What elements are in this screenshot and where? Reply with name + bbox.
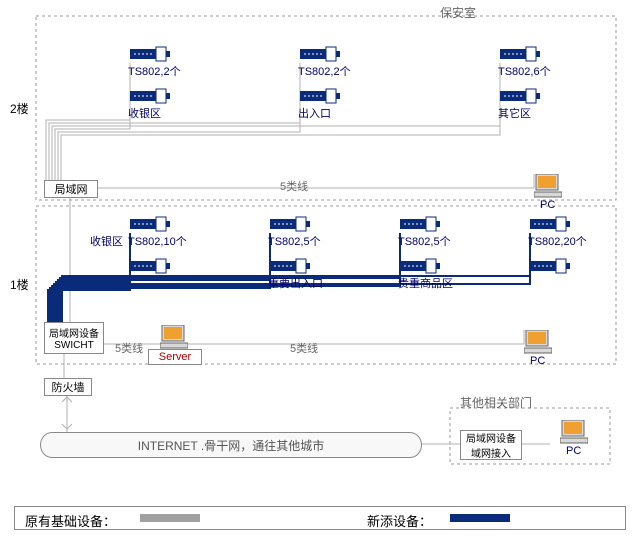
legend-blue-bar [450, 514, 510, 522]
cable-label: 5类线 [290, 340, 318, 356]
pc-icon [524, 330, 552, 354]
pc-icon [534, 174, 562, 198]
camera-icon [270, 215, 310, 233]
camera-icon [500, 45, 540, 63]
camera-icon [130, 215, 170, 233]
legend-right-label: 新添设备： [367, 511, 432, 530]
camera-icon [530, 215, 570, 233]
legend-grey-bar [140, 514, 200, 522]
switch-box: 局域网设备SWICHT [44, 322, 104, 354]
other-dept-sub: 局域网设备域网接入 [460, 430, 522, 460]
camera-icon [130, 257, 170, 275]
camera-label: 出入口 [298, 105, 331, 121]
camera-icon [500, 87, 540, 105]
pc-label: PC [566, 445, 581, 457]
cable-label: 5类线 [115, 340, 143, 356]
camera-icon [130, 87, 170, 105]
legend-box: 原有基础设备： 新添设备： [14, 506, 626, 530]
security-room-title: 保安室 [440, 4, 476, 21]
camera-icon [530, 257, 570, 275]
camera-icon [130, 45, 170, 63]
camera-icon [300, 87, 340, 105]
camera-label: 收银区 [128, 105, 161, 121]
other-dept-title: 其他相关部门 [460, 394, 532, 411]
firewall-box: 防火墙 [44, 378, 92, 396]
camera-label: 收银区 [90, 233, 123, 249]
pc-icon [560, 420, 588, 444]
camera-icon [400, 215, 440, 233]
camera-icon [300, 45, 340, 63]
camera-icon [270, 257, 310, 275]
floor1-label: 1楼 [10, 276, 29, 293]
camera-icon [400, 257, 440, 275]
camera-label: TS802,5个 [398, 233, 451, 249]
camera-label: TS802,2个 [128, 63, 181, 79]
server-label: Server [148, 349, 202, 365]
camera-label: TS802,5个 [268, 233, 321, 249]
cable-label: 5类线 [280, 178, 308, 194]
camera-label: TS802,6个 [498, 63, 551, 79]
pc-label: PC [540, 199, 555, 211]
camera-label: 其它区 [498, 105, 531, 121]
camera-label: 贵重商品区 [398, 275, 453, 291]
camera-label: TS802,10个 [128, 233, 187, 249]
lan-box: 局域网 [44, 180, 98, 198]
internet-backbone: INTERNET .骨干网，通往其他城市 [40, 432, 422, 458]
camera-label: 重要出入口 [268, 275, 323, 291]
floor2-label: 2楼 [10, 100, 29, 117]
legend-left-label: 原有基础设备： [25, 511, 116, 530]
pc-icon [160, 325, 188, 349]
pc-label: PC [530, 355, 545, 367]
camera-label: TS802,20个 [528, 233, 587, 249]
camera-label: TS802,2个 [298, 63, 351, 79]
